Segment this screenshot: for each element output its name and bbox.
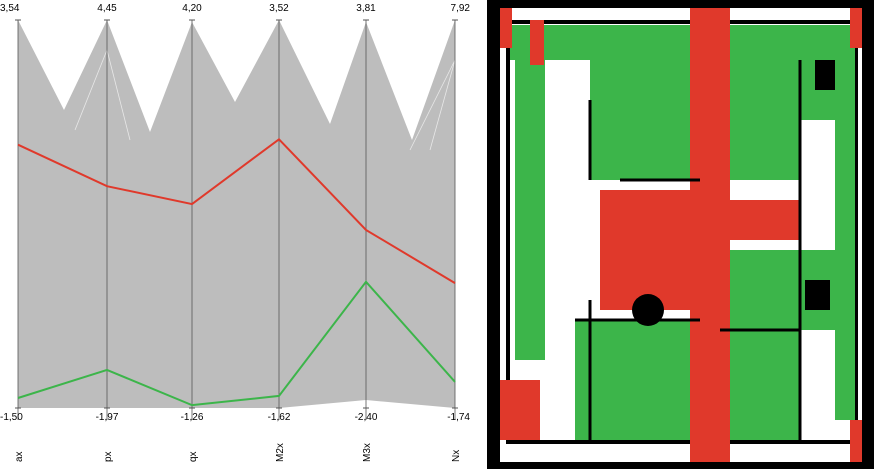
map-wall <box>805 280 830 310</box>
map <box>487 0 874 469</box>
figure: 3,54 -1,50 ax 4,45 -1,97 px 4,20 -1,26 qx 3,52 -1,… <box>0 0 874 469</box>
axis-name: px <box>103 451 114 462</box>
map-region <box>720 200 800 240</box>
axis-min-label: -1,97 <box>96 412 119 423</box>
map-region <box>530 20 544 65</box>
background-lines <box>18 20 455 408</box>
axis-name: Nx <box>451 450 462 462</box>
map-region <box>575 320 695 440</box>
axis-max-label: 4,45 <box>97 3 117 14</box>
axis-max-label: 3,54 <box>0 3 20 14</box>
map-wall <box>815 60 835 90</box>
parallel-coordinates: 3,54 -1,50 ax 4,45 -1,97 px 4,20 -1,26 qx 3,52 -1,… <box>0 3 470 462</box>
axis-min-label: -1,50 <box>0 412 23 423</box>
map-region <box>510 25 850 60</box>
axis-min-label: -2,40 <box>355 412 378 423</box>
map-region <box>515 60 545 360</box>
map-region <box>850 8 862 48</box>
axis-min-label: -1,26 <box>181 412 204 423</box>
map-region <box>850 420 862 462</box>
map-region <box>500 380 540 440</box>
axis-min-label: -1,74 <box>447 412 470 423</box>
axis-name: ax <box>14 451 25 462</box>
axis-max-label: 7,92 <box>451 3 471 14</box>
map-region <box>500 8 512 48</box>
axis-max-label: 4,20 <box>182 3 202 14</box>
axis-name: qx <box>188 451 199 462</box>
page: {"chart_data": {"type": "parallel", "dim… <box>0 0 874 469</box>
axis-name: M2x <box>275 443 286 462</box>
axis-max-label: 3,81 <box>356 3 376 14</box>
axis-max-label: 3,52 <box>269 3 289 14</box>
map-region <box>720 250 800 440</box>
axis-name: M3x <box>362 443 373 462</box>
axis-min-label: -1,62 <box>268 412 291 423</box>
